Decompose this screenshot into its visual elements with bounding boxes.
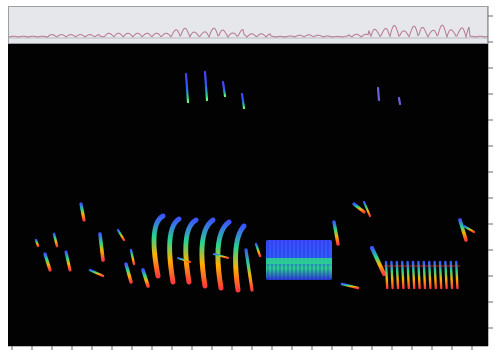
harmonic-mark-0 <box>184 72 190 104</box>
oscillogram-panel <box>8 6 489 44</box>
sweep-note-4 <box>215 219 232 291</box>
buzz-band <box>266 258 332 264</box>
harmonic-mark-1 <box>203 70 209 102</box>
frequency-axis-svg <box>488 6 493 346</box>
harmonic-mark-4 <box>376 86 381 102</box>
harmonic-mark-3 <box>240 92 246 110</box>
sweep-note-0 <box>151 213 166 279</box>
sweep-note-5 <box>233 223 247 293</box>
oscillogram-svg <box>9 24 489 39</box>
spectrogram-panel <box>8 44 488 346</box>
right-note-0 <box>332 220 340 246</box>
time-axis-ticks <box>8 346 488 350</box>
time-axis-svg <box>8 346 488 350</box>
frequency-axis <box>488 6 503 346</box>
final-note-0 <box>458 218 468 242</box>
left-note-0 <box>34 238 40 248</box>
right-note-3 <box>362 200 372 218</box>
left-note-2 <box>52 232 59 248</box>
mid-note-2 <box>212 252 230 260</box>
left-note-8 <box>124 262 133 284</box>
mid-note-0 <box>244 248 254 292</box>
left-note-9 <box>129 248 136 266</box>
harmonic-mark-2 <box>221 80 227 98</box>
sweep-note-1 <box>167 216 182 285</box>
left-note-5 <box>98 232 105 262</box>
oscillogram-trace-group <box>9 24 489 39</box>
frequency-axis-ticks <box>488 6 493 346</box>
left-note-1 <box>43 252 52 272</box>
trill-lead <box>370 246 386 276</box>
sweep-note-3 <box>199 217 216 289</box>
left-note-6 <box>88 268 105 278</box>
spectrogram-svg <box>34 70 476 293</box>
final-note-1 <box>462 224 476 234</box>
right-note-1 <box>340 282 360 290</box>
left-note-3 <box>64 250 72 272</box>
mid-note-1 <box>254 242 262 258</box>
spectrogram-marks-group <box>34 70 476 293</box>
harmonic-mark-5 <box>397 96 402 106</box>
right-note-2 <box>352 202 366 214</box>
left-note-10 <box>141 268 150 288</box>
sweep-note-2 <box>183 217 199 285</box>
left-note-7 <box>116 228 126 242</box>
oscillogram-trace <box>9 24 489 39</box>
mid-note-3 <box>177 257 191 263</box>
left-note-4 <box>79 202 86 222</box>
time-axis <box>8 346 488 358</box>
